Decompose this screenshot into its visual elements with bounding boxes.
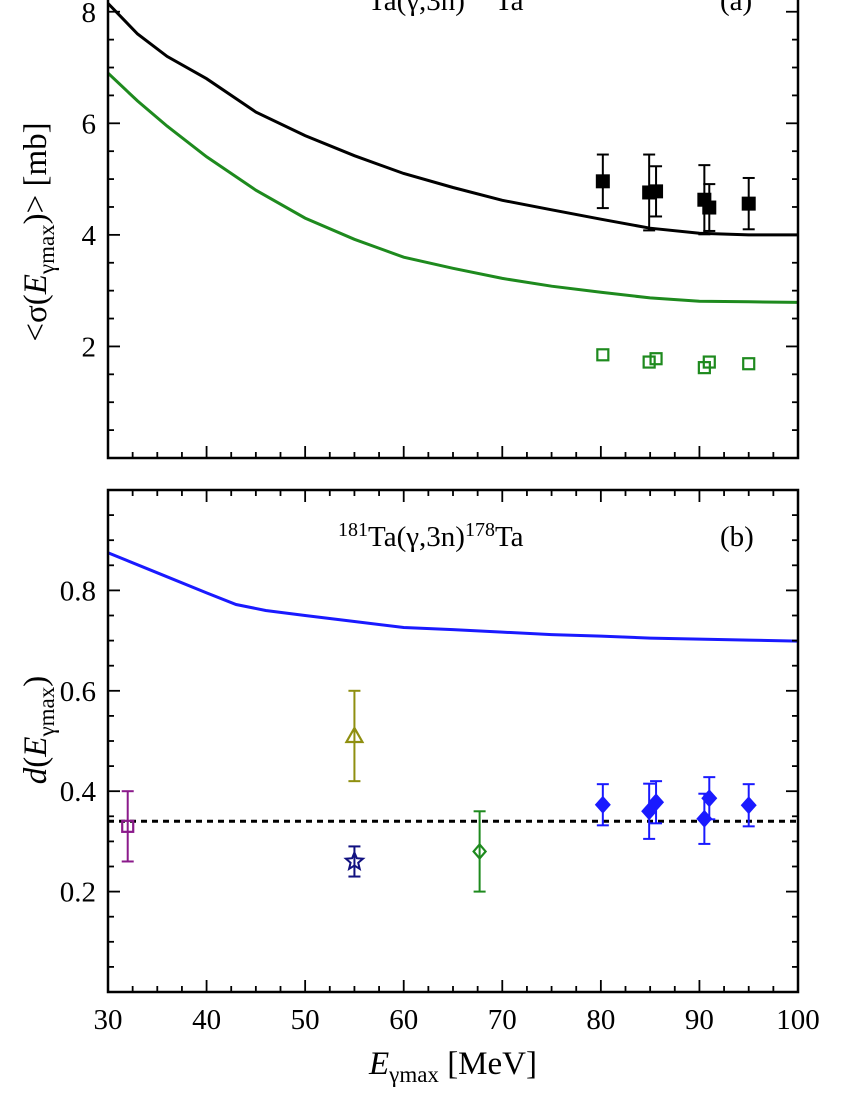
panel-b-data-point <box>648 793 665 812</box>
panel-b-frame <box>106 488 800 994</box>
panel-a-reaction-label: 181Ta(γ,3n)178Ta <box>338 0 524 17</box>
panel-a-y-tick-label: 8 <box>82 0 97 29</box>
panel-b-y-tick-label: 0.2 <box>60 877 96 909</box>
panel-a-y-tick-label: 2 <box>82 331 97 363</box>
panel-a-y-axis-title: <σ(Eγmax)> [mb] <box>18 122 59 341</box>
panel-b-data-point <box>344 725 365 744</box>
panel-b-data-point <box>343 849 366 871</box>
panel-a-data-point <box>702 200 717 215</box>
panel-b-x-tick-label: 30 <box>94 1004 123 1036</box>
panel-b-y-tick-label: 0.6 <box>60 676 96 708</box>
panel-a-data-point <box>596 348 610 362</box>
panel-b-y-axis-title: d(Eγmax) <box>18 676 59 784</box>
panel-b-x-tick-label: 50 <box>291 1004 320 1036</box>
panel-a-frame <box>106 0 800 460</box>
panel-a-data-point <box>642 355 656 369</box>
panel-a-data-point <box>649 352 663 366</box>
panel-b-x-tick-label: 90 <box>685 1004 714 1036</box>
panel-b-x-tick-label: 80 <box>586 1004 615 1036</box>
panel-a-series-0-line <box>108 2 798 237</box>
panel-a-data-point <box>741 196 756 211</box>
panel-a-label: (a) <box>720 0 752 17</box>
panel-b-x-axis-title: Eγmax [MeV] <box>368 1046 537 1087</box>
panel-b-series-0-line <box>108 551 798 643</box>
panel-a-series-1-line <box>108 72 798 304</box>
panel-b-label: (b) <box>720 521 754 553</box>
panel-b-x-tick-label: 70 <box>488 1004 517 1036</box>
panel-b-data-point <box>701 789 718 808</box>
panel-b: 30 40 50 60 70 80 90 100 0.2 0.4 0.6 0.8 181Ta(γ,3n… <box>18 488 820 1087</box>
panel-b-data-point <box>594 795 611 814</box>
panel-b-data-point <box>472 842 488 861</box>
panel-a-y-tick-label: 6 <box>82 108 97 140</box>
panel-b-data-point <box>740 796 757 815</box>
panel-a-y-tick-label: 4 <box>82 220 97 252</box>
panel-b-x-tick-label: 40 <box>192 1004 221 1036</box>
panel-a-data-point <box>742 357 756 371</box>
panel-a-data-point <box>595 174 610 189</box>
panel-b-x-tick-label: 100 <box>776 1004 820 1036</box>
panel-b-y-tick-label: 0.8 <box>60 575 96 607</box>
panel-a-data-point <box>702 355 716 369</box>
panel-b-reaction-label: 181Ta(γ,3n)178Ta <box>338 519 524 553</box>
panel-a-data-point <box>649 184 664 199</box>
panel-b-y-tick-label: 0.4 <box>60 776 97 808</box>
panel-a: 2 4 6 8 181Ta(γ,3n)178Ta (a) <σ(Eγmax)> [mb… <box>18 0 800 460</box>
panel-b-data-point <box>121 819 135 833</box>
panel-b-x-tick-label: 60 <box>389 1004 418 1036</box>
